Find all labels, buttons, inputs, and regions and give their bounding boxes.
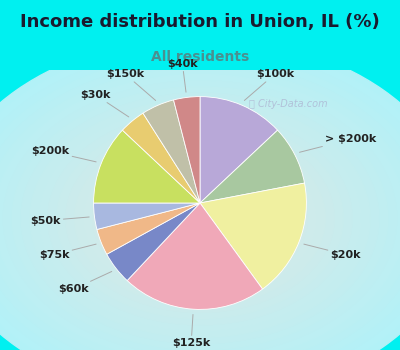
Text: All residents: All residents [151,50,249,64]
Text: $60k: $60k [58,272,112,294]
Circle shape [93,143,307,294]
Circle shape [111,156,289,281]
Text: $40k: $40k [167,59,198,92]
Circle shape [30,99,370,337]
Circle shape [164,193,236,244]
Text: $75k: $75k [39,244,96,260]
Wedge shape [107,203,200,281]
Text: $30k: $30k [80,90,129,117]
Text: $150k: $150k [106,69,156,100]
Wedge shape [200,183,306,289]
Circle shape [138,175,262,262]
Circle shape [3,81,397,350]
Circle shape [173,199,227,237]
Circle shape [0,37,400,350]
Text: > $200k: > $200k [300,134,376,152]
Text: Income distribution in Union, IL (%): Income distribution in Union, IL (%) [20,13,380,32]
Wedge shape [200,130,304,203]
Circle shape [0,56,400,350]
Circle shape [75,131,325,306]
Circle shape [84,137,316,300]
Wedge shape [127,203,262,309]
Circle shape [191,212,209,225]
Circle shape [12,87,388,350]
Wedge shape [174,97,200,203]
Circle shape [39,106,361,331]
Wedge shape [200,97,278,203]
Text: $50k: $50k [30,216,89,226]
Text: $125k: $125k [172,315,210,348]
Text: $20k: $20k [304,244,361,260]
Circle shape [0,75,400,350]
Circle shape [48,112,352,325]
Text: $100k: $100k [244,69,294,100]
Text: Ⓢ City-Data.com: Ⓢ City-Data.com [249,99,327,108]
Wedge shape [94,130,200,203]
Circle shape [128,168,272,268]
Circle shape [182,206,218,231]
Circle shape [155,187,245,250]
Circle shape [102,149,298,287]
Wedge shape [94,203,200,230]
Circle shape [146,181,254,256]
Circle shape [0,49,400,350]
Wedge shape [122,113,200,203]
Circle shape [0,62,400,350]
Wedge shape [97,203,200,254]
Text: $200k: $200k [31,146,96,162]
Circle shape [0,68,400,350]
Circle shape [66,125,334,312]
Wedge shape [143,100,200,203]
Circle shape [0,43,400,350]
Circle shape [120,162,280,275]
Circle shape [57,118,343,318]
Circle shape [21,93,379,344]
